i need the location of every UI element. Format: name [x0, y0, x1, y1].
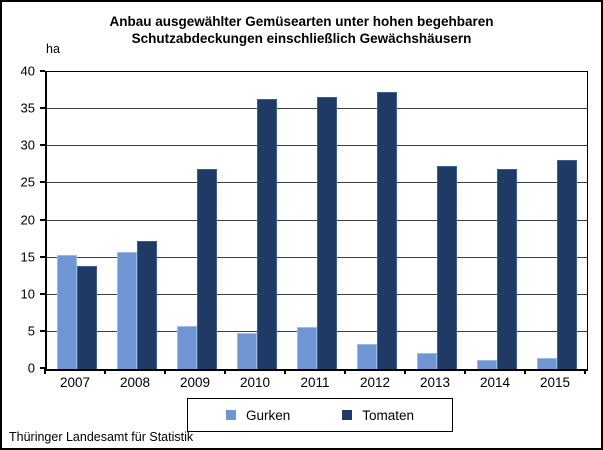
legend-label: Gurken — [245, 407, 291, 423]
y-tick-mark — [40, 218, 45, 221]
y-tick-mark — [40, 367, 45, 369]
chart-title-line2: Schutzabdeckungen einschließlich Gewächs… — [131, 31, 472, 46]
x-axis-tick-marks — [44, 369, 587, 374]
legend-label: Tomaten — [362, 407, 415, 423]
x-tick-label-2015: 2015 — [539, 375, 571, 390]
bar-gurken-2014 — [477, 360, 497, 369]
y-tick-label-15: 15 — [20, 249, 35, 265]
x-tick-label-2012: 2012 — [359, 375, 391, 390]
y-tick-label-25: 25 — [20, 174, 35, 190]
bar-tomaten-2014 — [497, 169, 517, 369]
bar-tomaten-2007 — [77, 265, 97, 369]
x-tick-mark — [344, 369, 346, 374]
y-axis-unit-label: ha — [46, 42, 60, 56]
legend-item-tomaten: Tomaten — [342, 408, 414, 423]
y-tick-mark — [40, 181, 45, 184]
bar-gurken-2010 — [237, 333, 257, 369]
chart-title-line1: Anbau ausgewählter Gemüsearten unter hoh… — [109, 14, 494, 29]
bar-gurken-2007 — [57, 255, 77, 369]
bar-gurken-2015 — [537, 357, 557, 369]
plot-area — [45, 71, 588, 371]
x-tick-mark — [44, 369, 46, 374]
source-credit: Thüringer Landesamt für Statistik — [9, 430, 194, 444]
x-tick-mark — [584, 369, 586, 374]
legend-item-gurken: Gurken — [225, 407, 291, 423]
x-tick-label-2014: 2014 — [479, 375, 511, 390]
x-tick-mark — [524, 369, 526, 374]
x-tick-mark — [284, 369, 286, 374]
bar-gurken-2009 — [177, 325, 197, 369]
bar-tomaten-2011 — [317, 97, 337, 369]
bar-tomaten-2013 — [437, 166, 457, 369]
legend-swatch-icon — [225, 410, 236, 420]
y-tick-mark — [40, 292, 45, 295]
y-tick-mark — [40, 70, 45, 72]
y-tick-mark — [40, 107, 45, 110]
bar-gurken-2011 — [297, 327, 317, 369]
y-tick-label-30: 30 — [20, 137, 35, 153]
x-tick-mark — [464, 369, 466, 374]
x-tick-label-2010: 2010 — [239, 375, 271, 390]
y-tick-label-10: 10 — [20, 286, 35, 302]
bar-tomaten-2012 — [377, 92, 397, 369]
y-tick-label-35: 35 — [20, 100, 35, 116]
x-tick-label-2009: 2009 — [179, 375, 211, 390]
bar-tomaten-2008 — [137, 241, 157, 369]
x-tick-label-2008: 2008 — [119, 375, 151, 390]
y-tick-mark — [40, 329, 45, 332]
legend-box: Gurken Tomaten — [187, 398, 453, 432]
x-tick-mark — [404, 369, 406, 374]
x-tick-mark — [164, 369, 166, 374]
y-tick-label-0: 0 — [27, 360, 35, 376]
bar-gurken-2008 — [117, 252, 137, 369]
bar-tomaten-2009 — [197, 168, 217, 369]
y-tick-label-40: 40 — [20, 63, 35, 79]
legend-swatch-icon — [342, 410, 353, 420]
bar-gurken-2012 — [357, 343, 377, 369]
y-tick-mark — [40, 255, 45, 258]
x-axis-tick-labels: 2007 2008 2009 2010 2011 2012 2013 2014 2015 — [45, 375, 585, 391]
chart-title: Anbau ausgewählter Gemüsearten unter hoh… — [2, 13, 601, 47]
y-tick-mark — [40, 144, 45, 147]
y-axis-tick-labels: 0 5 10 15 20 25 30 35 40 — [2, 65, 38, 375]
y-tick-label-5: 5 — [27, 323, 35, 339]
bar-tomaten-2010 — [257, 99, 277, 369]
x-tick-label-2007: 2007 — [59, 375, 91, 390]
y-tick-label-20: 20 — [20, 212, 35, 227]
y-axis-tick-marks — [40, 70, 45, 370]
x-tick-mark — [104, 369, 106, 374]
x-tick-label-2011: 2011 — [300, 375, 330, 390]
bar-tomaten-2015 — [557, 159, 577, 369]
x-tick-mark — [224, 369, 226, 374]
bar-gurken-2013 — [417, 352, 437, 369]
x-tick-label-2013: 2013 — [419, 375, 451, 390]
